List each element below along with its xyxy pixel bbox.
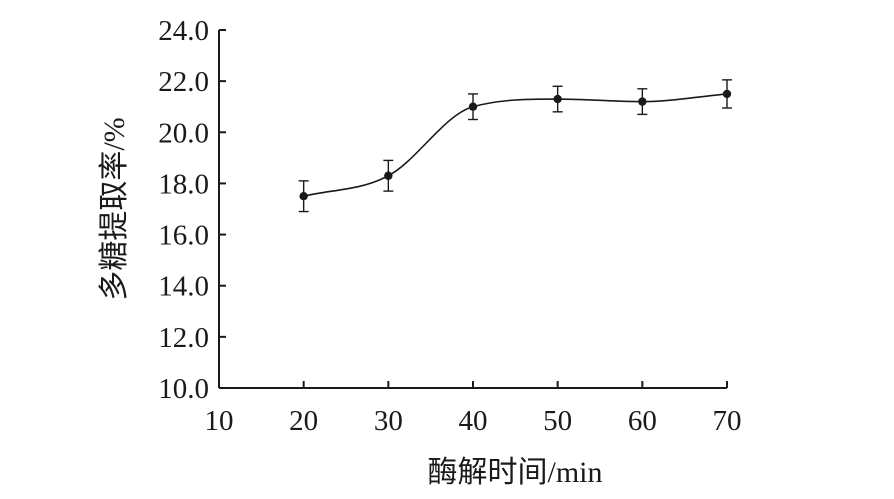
data-point [384, 171, 393, 180]
y-tick-label: 24.0 [158, 15, 209, 47]
x-tick-label: 70 [713, 405, 742, 437]
y-tick-label: 12.0 [158, 322, 209, 354]
y-tick-label: 22.0 [158, 66, 209, 98]
x-tick-label: 50 [543, 405, 572, 437]
y-tick-label: 10.0 [158, 373, 209, 405]
data-point [553, 94, 562, 104]
axes [218, 30, 727, 389]
y-axis-title: 多糖提取率/% [98, 117, 131, 300]
y-tick-label: 20.0 [158, 117, 209, 149]
y-tick-label: 18.0 [158, 168, 209, 200]
data-point [722, 89, 732, 99]
data-point [638, 97, 647, 106]
x-tick-label: 60 [628, 405, 657, 437]
data-point [468, 102, 478, 111]
series-group [298, 79, 732, 213]
y-tick-label: 14.0 [158, 271, 209, 303]
ticks: 10.0 12.0 14.0 16.0 18.0 20.0 22.0 24.0 10 20 30 40… [158, 15, 741, 437]
x-tick-label: 10 [205, 405, 234, 437]
data-point [299, 192, 308, 201]
x-tick-label: 20 [289, 405, 318, 437]
x-tick-label: 30 [374, 405, 403, 437]
series-line [303, 93, 728, 197]
x-tick-label: 40 [459, 405, 488, 437]
x-axis-title: 酶解时间/min [427, 456, 602, 489]
y-tick-label: 16.0 [158, 220, 209, 252]
